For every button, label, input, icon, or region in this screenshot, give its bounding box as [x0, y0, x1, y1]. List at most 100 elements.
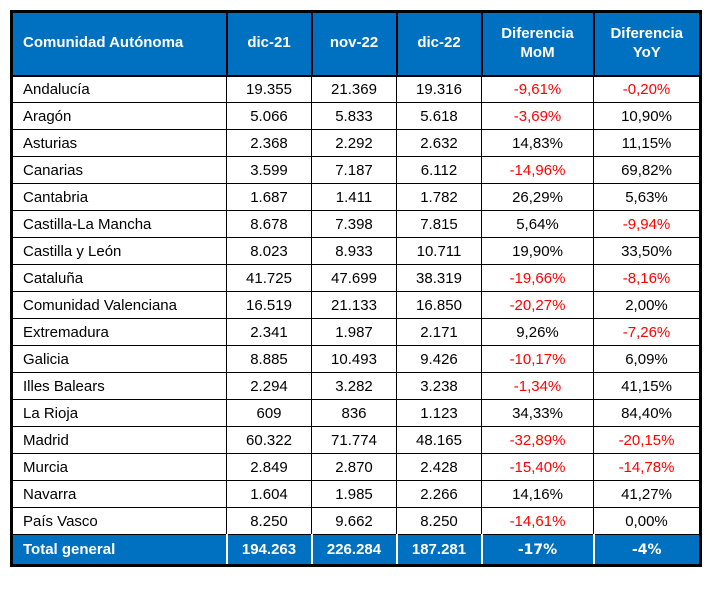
mom-cell: 34,33%: [481, 399, 594, 427]
region-name-cell: Andalucía: [11, 75, 227, 103]
nov22-cell: 1.411: [311, 183, 397, 211]
region-name-cell: Madrid: [11, 426, 227, 454]
table-row: Illes Balears 2.294 3.282 3.238 -1,34% 41,15%: [11, 372, 701, 400]
nov22-cell: 8.933: [311, 237, 397, 265]
mom-cell: -1,34%: [481, 372, 594, 400]
nov22-cell: 3.282: [311, 372, 397, 400]
dic22-cell: 38.319: [396, 264, 482, 292]
dic22-cell: 6.112: [396, 156, 482, 184]
table-row: Castilla y León 8.023 8.933 10.711 19,90% 33,…: [11, 237, 701, 265]
table-row: Castilla-La Mancha 8.678 7.398 7.815 5,64% -9…: [11, 210, 701, 238]
dic21-cell: 60.322: [226, 426, 312, 454]
nov22-cell: 47.699: [311, 264, 397, 292]
mom-cell: -32,89%: [481, 426, 594, 454]
yoy-cell: 69,82%: [593, 156, 701, 184]
region-name-cell: Illes Balears: [11, 372, 227, 400]
total-nov22-cell: 226.284: [310, 534, 398, 567]
nov22-cell: 1.987: [311, 318, 397, 346]
nov22-cell: 10.493: [311, 345, 397, 373]
nov22-cell: 1.985: [311, 480, 397, 508]
table-row: Canarias 3.599 7.187 6.112 -14,96% 69,82%: [11, 156, 701, 184]
region-name-cell: Castilla-La Mancha: [11, 210, 227, 238]
dic21-cell: 2.368: [226, 129, 312, 157]
dic22-cell: 2.266: [396, 480, 482, 508]
table-row: Comunidad Valenciana 16.519 21.133 16.850 -2…: [11, 291, 701, 319]
nov22-cell: 21.369: [311, 75, 397, 103]
dic22-cell: 2.171: [396, 318, 482, 346]
yoy-cell: 5,63%: [593, 183, 701, 211]
dic21-cell: 2.341: [226, 318, 312, 346]
total-row: Total general 194.263 226.284 187.281 -1…: [10, 534, 702, 567]
dic22-cell: 1.123: [396, 399, 482, 427]
dic21-cell: 1.687: [226, 183, 312, 211]
dic22-cell: 1.782: [396, 183, 482, 211]
region-name-cell: Galicia: [11, 345, 227, 373]
yoy-cell: 84,40%: [593, 399, 701, 427]
yoy-cell: -14,78%: [593, 453, 701, 481]
region-name-cell: Comunidad Valenciana: [11, 291, 227, 319]
mom-cell: 26,29%: [481, 183, 594, 211]
dic22-cell: 48.165: [396, 426, 482, 454]
nov22-cell: 9.662: [311, 507, 397, 535]
region-name-cell: Castilla y León: [11, 237, 227, 265]
yoy-cell: 10,90%: [593, 102, 701, 130]
mom-cell: 14,83%: [481, 129, 594, 157]
yoy-cell: -7,26%: [593, 318, 701, 346]
yoy-cell: -0,20%: [593, 75, 701, 103]
mom-cell: 5,64%: [481, 210, 594, 238]
dic21-cell: 5.066: [226, 102, 312, 130]
column-header-dic-21: dic-21: [225, 10, 313, 77]
region-name-cell: Aragón: [11, 102, 227, 130]
dic21-cell: 1.604: [226, 480, 312, 508]
nov22-cell: 7.187: [311, 156, 397, 184]
dic21-cell: 8.885: [226, 345, 312, 373]
nov22-cell: 7.398: [311, 210, 397, 238]
table-row: País Vasco 8.250 9.662 8.250 -14,61% 0,00%: [11, 507, 701, 535]
column-header-dic-22: dic-22: [395, 10, 483, 77]
yoy-cell: 0,00%: [593, 507, 701, 535]
region-name-cell: Murcia: [11, 453, 227, 481]
total-mom-cell: -17%: [480, 534, 595, 567]
mom-cell: 19,90%: [481, 237, 594, 265]
column-header-diferencia-mom: Diferencia MoM: [480, 10, 595, 77]
dic21-cell: 16.519: [226, 291, 312, 319]
dic22-cell: 8.250: [396, 507, 482, 535]
yoy-cell: 41,27%: [593, 480, 701, 508]
table-row: Murcia 2.849 2.870 2.428 -15,40% -14,78%: [11, 453, 701, 481]
nov22-cell: 836: [311, 399, 397, 427]
table-footer: Total general 194.263 226.284 187.281 -1…: [10, 534, 702, 567]
table-header: Comunidad Autónoma dic-21 nov-22 dic-22 …: [10, 10, 702, 77]
table-row: Andalucía 19.355 21.369 19.316 -9,61% -0,20%: [11, 75, 701, 103]
total-dic21-cell: 194.263: [225, 534, 313, 567]
yoy-cell: 2,00%: [593, 291, 701, 319]
dic22-cell: 7.815: [396, 210, 482, 238]
table-row: Cataluña 41.725 47.699 38.319 -19,66% -8,16%: [11, 264, 701, 292]
nov22-cell: 21.133: [311, 291, 397, 319]
mom-cell: -10,17%: [481, 345, 594, 373]
region-name-cell: Extremadura: [11, 318, 227, 346]
yoy-cell: 41,15%: [593, 372, 701, 400]
communities-table: Comunidad Autónoma dic-21 nov-22 dic-22 …: [10, 10, 702, 567]
region-name-cell: Canarias: [11, 156, 227, 184]
dic21-cell: 3.599: [226, 156, 312, 184]
nov22-cell: 71.774: [311, 426, 397, 454]
header-row: Comunidad Autónoma dic-21 nov-22 dic-22 …: [10, 10, 702, 77]
dic21-cell: 19.355: [226, 75, 312, 103]
yoy-cell: -8,16%: [593, 264, 701, 292]
dic22-cell: 16.850: [396, 291, 482, 319]
dic21-cell: 8.678: [226, 210, 312, 238]
table-row: Aragón 5.066 5.833 5.618 -3,69% 10,90%: [11, 102, 701, 130]
dic21-cell: 41.725: [226, 264, 312, 292]
mom-cell: -20,27%: [481, 291, 594, 319]
dic22-cell: 3.238: [396, 372, 482, 400]
region-name-cell: La Rioja: [11, 399, 227, 427]
total-yoy-cell: -4%: [592, 534, 702, 567]
nov22-cell: 5.833: [311, 102, 397, 130]
dic22-cell: 19.316: [396, 75, 482, 103]
dic22-cell: 9.426: [396, 345, 482, 373]
column-header-diferencia-yoy: Diferencia YoY: [592, 10, 702, 77]
total-dic22-cell: 187.281: [395, 534, 483, 567]
region-name-cell: Cantabria: [11, 183, 227, 211]
mom-cell: -14,96%: [481, 156, 594, 184]
nov22-cell: 2.870: [311, 453, 397, 481]
